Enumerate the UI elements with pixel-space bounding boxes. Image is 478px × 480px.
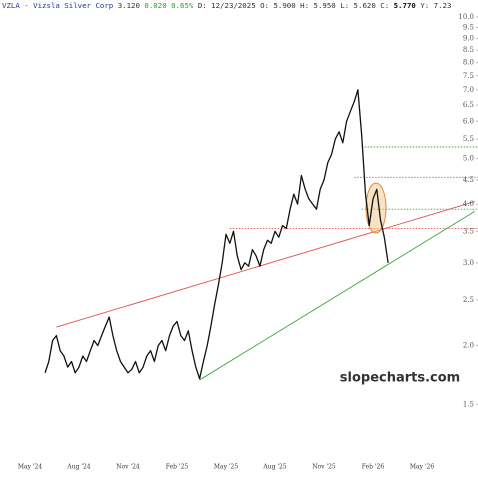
y-tick-label: 1.5	[463, 400, 474, 408]
header: VZLA - Vizsla Silver Corp 3.120 0.020 0.…	[2, 1, 451, 10]
y-tick-label: 8.5	[463, 46, 474, 54]
y-tick-label: 8.0	[463, 59, 474, 67]
y-tick-label: 5.0	[463, 155, 474, 163]
x-tick-label: May '26	[410, 464, 434, 471]
x-tick-label: May '24	[18, 464, 42, 471]
watermark: slopecharts.com	[340, 371, 460, 386]
y-tick-label: 7.0	[463, 86, 474, 94]
trendline	[56, 201, 475, 328]
y-tick-label: 7.5	[463, 72, 474, 80]
y-tick-label: 4.0	[463, 200, 474, 208]
price-line	[44, 89, 389, 380]
y-tick-label: 3.5	[463, 227, 474, 235]
trendline	[199, 210, 476, 381]
x-tick-label: May '25	[214, 464, 238, 471]
y-tick-label: 5.5	[463, 135, 474, 143]
y-tick-label: 9.5	[463, 23, 474, 31]
y-tick-label: 4.5	[463, 176, 474, 184]
y-tick-label: 6.5	[463, 101, 474, 109]
symbol: VZLA - Vizsla Silver Corp	[2, 1, 113, 10]
y-tick-label: 6.0	[463, 117, 474, 125]
y-tick-label: 10.0	[458, 13, 474, 21]
y-tick-label: 9.0	[463, 35, 474, 43]
y-tick-label: 2.0	[463, 342, 474, 350]
x-tick-label: Aug '24	[66, 464, 90, 471]
x-tick-label: Feb '25	[166, 464, 189, 471]
x-tick-label: Nov '24	[116, 464, 140, 471]
ohlc: D: 12/23/2025 O: 5.900 H: 5.950 L: 5.620	[198, 1, 376, 10]
change: 0.020 0.65%	[144, 1, 193, 10]
close: 5.770	[394, 1, 416, 10]
extra: Y: 7.23	[420, 1, 451, 10]
close-label: C:	[380, 1, 389, 10]
y-tick-label: 2.5	[463, 296, 474, 304]
last: 3.120	[118, 1, 140, 10]
x-tick-label: Aug '25	[262, 464, 286, 471]
y-tick-label: 3.0	[463, 259, 474, 267]
x-tick-label: Feb '26	[362, 464, 385, 471]
x-tick-label: Nov '25	[312, 464, 336, 471]
